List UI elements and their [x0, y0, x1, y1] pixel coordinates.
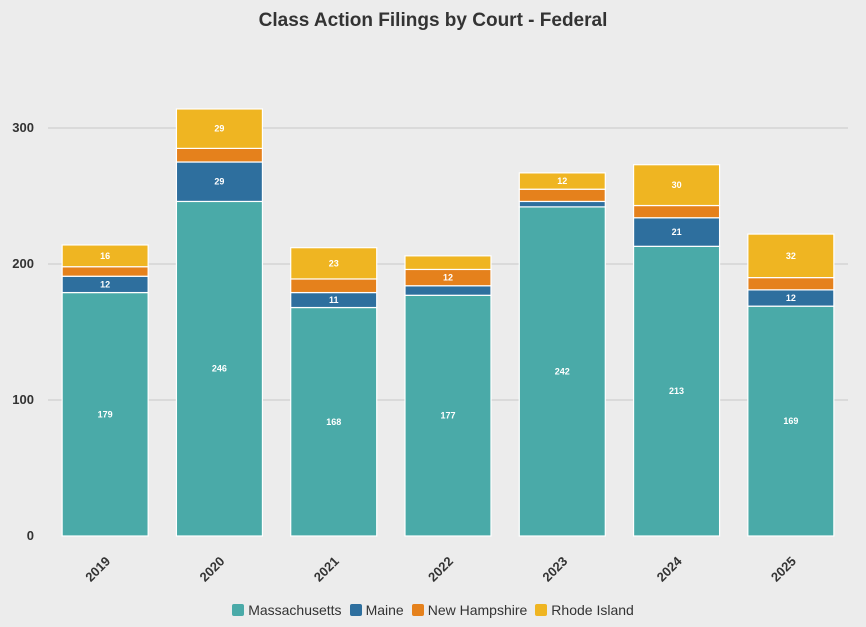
bar-segment[interactable] — [518, 206, 606, 537]
bar-segment[interactable] — [632, 217, 721, 247]
x-tick-label: 2019 — [82, 554, 113, 585]
data-label: 213 — [669, 386, 684, 396]
bar-segment[interactable] — [175, 200, 264, 537]
data-label: 168 — [326, 417, 341, 427]
bar-segment[interactable] — [404, 255, 492, 271]
bar-segment[interactable] — [290, 278, 378, 294]
data-label: 12 — [786, 293, 796, 303]
y-tick-label: 200 — [12, 256, 34, 271]
y-tick-label: 100 — [12, 392, 34, 407]
legend-label: New Hampshire — [427, 602, 528, 618]
data-label: 12 — [443, 273, 453, 283]
x-tick-label: 2022 — [425, 554, 456, 585]
bar-segment[interactable] — [61, 244, 149, 268]
data-label: 23 — [329, 258, 339, 268]
data-label: 12 — [100, 279, 110, 289]
data-label: 32 — [786, 251, 796, 261]
bar-segment[interactable] — [61, 266, 149, 277]
bar-segment[interactable] — [61, 291, 149, 537]
legend-swatch — [349, 604, 362, 616]
bar-segment[interactable] — [632, 164, 721, 207]
data-label: 11 — [329, 295, 339, 305]
data-label: 246 — [212, 364, 227, 374]
bar-segment[interactable] — [518, 200, 606, 208]
data-label: 30 — [672, 180, 682, 190]
legend-swatch — [411, 604, 424, 616]
data-label: 29 — [214, 177, 224, 187]
legend-item[interactable]: Rhode Island — [535, 602, 634, 618]
bar-segment[interactable] — [404, 294, 492, 537]
legend-item[interactable]: Maine — [349, 602, 404, 618]
data-label: 16 — [100, 251, 110, 261]
y-tick-label: 300 — [12, 120, 34, 135]
y-tick-label: 0 — [27, 528, 34, 543]
x-tick-label: 2025 — [768, 554, 799, 585]
x-tick-label: 2023 — [539, 554, 570, 585]
bar-segment[interactable] — [518, 172, 606, 190]
data-label: 179 — [98, 409, 113, 419]
x-tick-label: 2024 — [654, 553, 686, 585]
x-tick-label: 2021 — [311, 554, 342, 585]
x-tick-label: 2020 — [196, 554, 227, 585]
legend-swatch — [232, 604, 245, 616]
data-label: 12 — [557, 176, 567, 186]
bar-segment[interactable] — [290, 247, 378, 280]
legend-item[interactable]: Massachusetts — [232, 602, 342, 618]
chart-plot: 0 100 200 300 179 12 16 2019 246 29 29 2020 168 11 23 2… — [12, 108, 848, 585]
legend-label: Rhode Island — [551, 602, 634, 618]
bar-segment[interactable] — [175, 108, 264, 149]
data-label: 242 — [555, 366, 570, 376]
legend-label: Massachusetts — [248, 602, 342, 618]
data-label: 29 — [214, 124, 224, 134]
bar-segment[interactable] — [518, 188, 606, 203]
bar-segment[interactable] — [747, 277, 835, 291]
bar-segment[interactable] — [632, 245, 721, 537]
data-label: 169 — [783, 416, 798, 426]
bar-segment[interactable] — [175, 161, 264, 203]
bar-segment[interactable] — [632, 204, 721, 219]
legend-item[interactable]: New Hampshire — [411, 602, 528, 618]
bar-segment[interactable] — [290, 306, 378, 537]
bar-segment[interactable] — [404, 285, 492, 296]
legend-swatch — [535, 604, 548, 616]
chart-legend: Massachusetts Maine New Hampshire Rhode Isl… — [0, 602, 866, 618]
bar-segment[interactable] — [747, 233, 835, 279]
chart-title: Class Action Filings by Court - Federal — [258, 10, 608, 31]
legend-label: Maine — [365, 602, 404, 618]
data-label: 21 — [672, 227, 682, 237]
bar-segment[interactable] — [175, 147, 264, 163]
data-label: 177 — [440, 411, 455, 421]
